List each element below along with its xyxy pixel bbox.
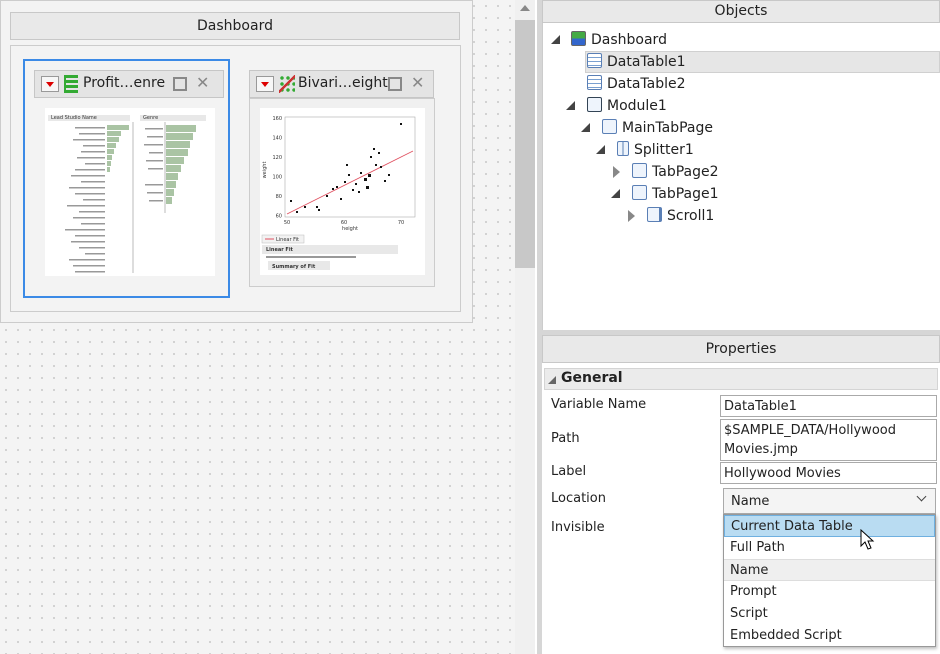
scatter-icon — [279, 75, 295, 93]
menu-button[interactable] — [256, 76, 274, 92]
menu-button[interactable] — [41, 76, 59, 92]
splitter[interactable] — [542, 330, 940, 335]
object-tree — [542, 23, 940, 330]
dropdown-option[interactable]: Embedded Script — [730, 628, 842, 643]
tree-node[interactable]: Module1 — [587, 95, 667, 117]
property-label: Location — [551, 491, 606, 506]
property-label: Label — [551, 464, 587, 479]
tree-node[interactable]: Dashboard — [571, 29, 667, 51]
x-tick-label: 60 — [341, 220, 347, 226]
tile-header[interactable]: Bivari…eight ✕ — [249, 70, 434, 98]
properties-header: Properties — [542, 335, 940, 363]
tree-node[interactable]: TabPage2 — [632, 161, 719, 183]
tile-selection[interactable] — [23, 59, 230, 298]
mouse-cursor — [860, 529, 875, 550]
splitter[interactable] — [537, 0, 542, 654]
scrollbar[interactable] — [515, 0, 535, 654]
node-label: Scroll1 — [667, 208, 715, 224]
tree-node[interactable]: DataTable2 — [587, 73, 686, 95]
y-tick-label: 120 — [272, 155, 282, 161]
property-label: Invisible — [551, 520, 605, 535]
dropdown-option[interactable]: Full Path — [730, 540, 785, 555]
dropdown-option[interactable]: Name — [724, 559, 935, 581]
scroll-thumb[interactable] — [515, 20, 535, 268]
axis-label: weight — [262, 162, 268, 179]
node-label: Dashboard — [591, 32, 667, 48]
bar-icon — [64, 75, 78, 93]
close-button[interactable]: ✕ — [196, 73, 210, 92]
node-label: DataTable2 — [607, 76, 686, 92]
column-header: Genre — [143, 115, 158, 121]
y-tick-label: 160 — [272, 116, 282, 122]
maximize-button[interactable] — [388, 77, 402, 91]
tree-node[interactable]: Scroll1 — [647, 205, 714, 227]
property-label: Path — [551, 431, 580, 446]
text-field[interactable]: Hollywood Movies — [720, 462, 937, 484]
node-label: TabPage2 — [652, 164, 719, 180]
maximize-button[interactable] — [173, 77, 187, 91]
dropdown-option[interactable]: Current Data Table — [724, 515, 935, 537]
tree-node[interactable]: MainTabPage — [602, 117, 713, 139]
section-title: General — [561, 370, 623, 386]
node-label: Splitter1 — [634, 142, 694, 158]
tree-node[interactable]: Splitter1 — [617, 139, 694, 161]
node-label: Module1 — [607, 98, 667, 114]
tile-header[interactable]: Profit…enre ✕ — [34, 70, 224, 98]
dropdown-option[interactable]: Script — [730, 606, 768, 621]
bar-chart-thumbnail: Lead Studio Name Genre — [45, 108, 215, 276]
tree-node[interactable]: DataTable1 — [587, 51, 686, 73]
tile-title: Bivari…eight — [298, 75, 388, 91]
y-tick-label: 80 — [276, 194, 282, 200]
dropdown-option[interactable]: Prompt — [730, 584, 777, 599]
x-tick-label: 70 — [398, 220, 404, 226]
y-tick-label: 60 — [276, 214, 282, 220]
axis-label: height — [342, 226, 358, 232]
section-title: Summary of Fit — [272, 264, 316, 270]
objects-header: Objects — [542, 0, 940, 23]
x-tick-label: 50 — [284, 220, 290, 226]
node-label: MainTabPage — [622, 120, 714, 136]
node-label: DataTable1 — [607, 54, 686, 70]
dropdown-value: Name — [731, 494, 770, 509]
y-tick-label: 140 — [272, 136, 282, 142]
section-title: Linear Fit — [266, 247, 294, 253]
node-label: TabPage1 — [652, 186, 719, 202]
text-field[interactable]: $SAMPLE_DATA/Hollywood Movies.jmp — [720, 419, 920, 461]
text-field[interactable]: DataTable1 — [720, 395, 937, 417]
close-button[interactable]: ✕ — [411, 73, 425, 92]
y-tick-label: 100 — [272, 175, 282, 181]
legend-label: Linear Fit — [276, 237, 299, 243]
tree-node[interactable]: TabPage1 — [632, 183, 719, 205]
dashboard-header[interactable]: Dashboard — [10, 12, 460, 40]
property-label: Variable Name — [551, 397, 647, 412]
section-header[interactable]: General — [544, 368, 938, 390]
dropdown[interactable]: Name — [723, 488, 936, 514]
column-header: Lead Studio Name — [51, 115, 97, 121]
text-field-edge — [919, 419, 937, 461]
tile-title: Profit…enre — [83, 75, 166, 91]
